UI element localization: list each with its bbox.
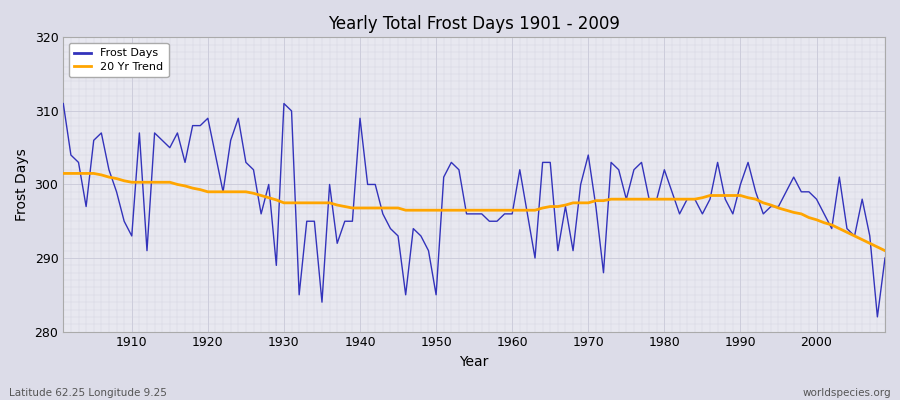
- X-axis label: Year: Year: [460, 355, 489, 369]
- Title: Yearly Total Frost Days 1901 - 2009: Yearly Total Frost Days 1901 - 2009: [328, 15, 620, 33]
- Text: Latitude 62.25 Longitude 9.25: Latitude 62.25 Longitude 9.25: [9, 388, 166, 398]
- Y-axis label: Frost Days: Frost Days: [15, 148, 29, 221]
- Text: worldspecies.org: worldspecies.org: [803, 388, 891, 398]
- Legend: Frost Days, 20 Yr Trend: Frost Days, 20 Yr Trend: [68, 43, 168, 77]
